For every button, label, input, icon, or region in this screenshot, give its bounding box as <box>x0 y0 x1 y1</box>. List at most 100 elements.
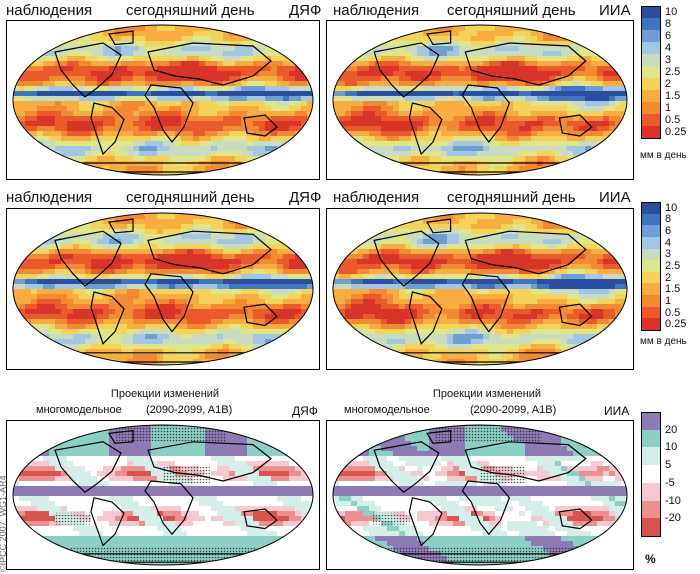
row1-left-tag: ДЯФ <box>289 2 322 19</box>
map-outline <box>332 424 628 566</box>
colorbar-swatch <box>641 66 661 78</box>
coastline <box>461 273 511 333</box>
colorbar-swatch <box>641 412 661 431</box>
colorbar-swatch <box>641 78 661 90</box>
precip-unit-2: мм в день <box>640 336 687 347</box>
row2-left-obs: наблюдения <box>6 189 93 206</box>
change-colorbar: 20 10 5 -5 -10 -20 <box>641 412 699 537</box>
row1-right-obs: наблюдения <box>333 2 420 19</box>
colorbar-swatch <box>641 465 661 483</box>
colorbar-swatch <box>641 30 661 42</box>
map-r3-left <box>6 420 320 570</box>
colorbar-label: 10 <box>665 6 678 18</box>
row2-right-today: сегодняшний день <box>447 189 576 206</box>
row3-right-line1: Проекции изменений <box>432 388 542 400</box>
change-unit: % <box>645 552 656 566</box>
colorbar-label: 0.5 <box>665 306 681 319</box>
colorbar-swatch <box>641 260 661 272</box>
row1-left-obs: наблюдения <box>6 2 93 19</box>
map-outline <box>12 212 314 366</box>
map-field <box>13 25 313 175</box>
coastline <box>558 508 593 530</box>
colorbar-label: 5 <box>665 459 672 472</box>
colorbar-label: 0.25 <box>665 126 687 138</box>
row3-left-tag: ДЯФ <box>292 404 318 418</box>
colorbar-label: -10 <box>665 494 681 507</box>
colorbar-swatch <box>641 225 661 237</box>
map-outline <box>332 24 628 176</box>
coastline <box>54 441 122 493</box>
coastline <box>408 102 443 156</box>
map-field <box>13 425 313 565</box>
colorbar-label: 1.5 <box>665 90 681 102</box>
map-field <box>13 213 313 365</box>
colorbar-swatch <box>641 271 661 284</box>
coastline <box>144 84 194 143</box>
coastline <box>243 114 278 137</box>
colorbar-swatch <box>641 18 661 30</box>
colorbar-label: -5 <box>665 476 675 489</box>
row2-right-tag: ИИА <box>599 189 631 206</box>
colorbar-swatch <box>641 447 661 466</box>
colorbar-label: 2.5 <box>665 66 681 78</box>
colorbar-swatch <box>641 114 661 126</box>
colorbar-label: 2 <box>665 78 672 90</box>
coastline <box>426 30 452 46</box>
coastline <box>461 84 511 143</box>
coastline <box>464 441 587 482</box>
coastline <box>408 291 443 345</box>
row1-right-today: сегодняшний день <box>447 2 576 19</box>
coastline <box>373 441 440 493</box>
map-r1-left <box>6 20 320 180</box>
colorbar-label: 1 <box>665 294 672 307</box>
colorbar-label: 8 <box>665 18 672 30</box>
map-r2-right <box>326 208 634 370</box>
coastline <box>464 230 587 275</box>
colorbar-swatch <box>641 482 661 501</box>
map-field <box>333 25 627 175</box>
coastline <box>408 497 443 547</box>
coastline <box>54 230 122 287</box>
colorbar-swatch <box>641 429 661 448</box>
row2-left-tag: ДЯФ <box>289 189 322 206</box>
colorbar-swatch <box>641 42 661 54</box>
coastline <box>107 429 134 444</box>
colorbar-label: 3 <box>665 54 672 66</box>
map-r2-left <box>6 208 320 370</box>
colorbar-label: 10 <box>665 441 678 454</box>
colorbar-label: 1 <box>665 102 672 114</box>
colorbar-swatch <box>641 500 661 519</box>
colorbar-swatch <box>641 295 661 307</box>
colorbar-swatch <box>641 306 661 319</box>
coastline <box>108 218 134 234</box>
coastline <box>90 497 125 547</box>
map-field <box>333 213 627 365</box>
coastline <box>464 42 587 86</box>
coastline <box>373 42 440 98</box>
colorbar-swatch <box>641 318 661 331</box>
coastline <box>108 30 134 46</box>
coastline <box>373 230 440 287</box>
colorbar-label: 10 <box>665 201 678 214</box>
colorbar-swatch <box>641 6 661 19</box>
colorbar-label: 0.5 <box>665 114 681 126</box>
coastline <box>144 480 194 536</box>
coastline <box>558 114 593 137</box>
coastline <box>90 291 125 345</box>
coastline <box>243 303 278 327</box>
colorbar-swatch <box>641 54 661 66</box>
colorbar-swatch <box>641 518 661 537</box>
colorbar-swatch <box>641 90 661 102</box>
colorbar-label: 2 <box>665 271 672 284</box>
coastline <box>90 102 125 156</box>
precip-colorbar-1: 10 8 6 4 3 2.5 2 1.5 1 0.5 0.25 <box>641 6 699 139</box>
colorbar-label: 4 <box>665 236 672 249</box>
colorbar-swatch <box>641 283 661 296</box>
colorbar-label: 1.5 <box>665 283 681 296</box>
coastline <box>147 42 272 86</box>
colorbar-label: 20 <box>665 423 678 436</box>
colorbar-label: 6 <box>665 30 672 42</box>
coastline <box>144 273 194 333</box>
row3-right-line2: многомодельное <box>344 404 430 416</box>
colorbar-label: 6 <box>665 225 672 238</box>
